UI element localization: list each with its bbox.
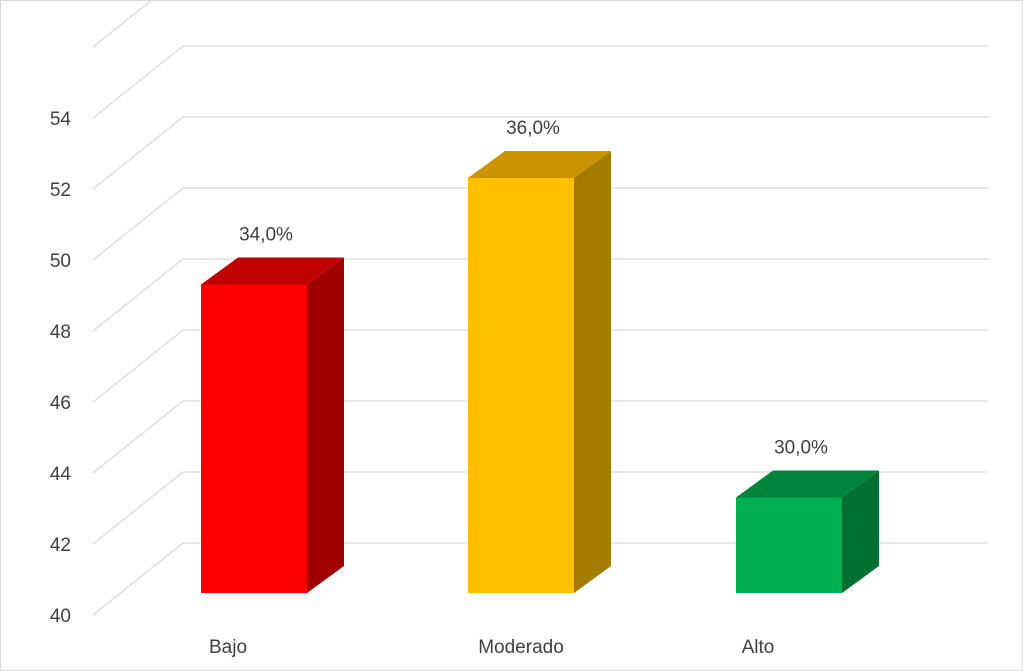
gridline-diagonal [92, 542, 184, 616]
data-label: 36,0% [506, 118, 560, 139]
bar-top-alto [736, 470, 879, 498]
bar-top-moderado [468, 151, 611, 178]
gridline-diagonal [92, 45, 184, 119]
bar-bajo [201, 284, 307, 593]
gridline-diagonal [92, 258, 184, 332]
x-category-label: Moderado [478, 637, 564, 658]
data-label: 34,0% [239, 225, 293, 246]
y-tick-label: 46 [50, 393, 71, 414]
y-tick-label: 50 [50, 251, 71, 272]
gridline-diagonal [92, 116, 184, 190]
y-tick-label: 42 [50, 535, 71, 556]
gridline-diagonal [92, 329, 184, 403]
y-tick-label: 54 [50, 109, 72, 130]
y-tick-label: 52 [50, 180, 71, 201]
gridline-diagonal [92, 1, 152, 48]
y-tick-label: 40 [50, 606, 71, 627]
gridline-diagonal [92, 187, 184, 261]
x-category-label: Alto [742, 637, 775, 658]
gridline-diagonal [92, 471, 184, 545]
data-label: 30,0% [774, 438, 828, 459]
gridline-diagonal [92, 400, 184, 474]
bar-alto [736, 497, 842, 593]
x-category-label: Bajo [209, 637, 247, 658]
y-tick-label: 44 [50, 464, 72, 485]
bar-side-alto [842, 470, 879, 593]
bar-moderado [468, 178, 574, 593]
bar-side-bajo [307, 257, 344, 593]
y-tick-label: 48 [50, 322, 71, 343]
bar-side-moderado [574, 151, 611, 593]
bar-top-bajo [201, 257, 344, 285]
